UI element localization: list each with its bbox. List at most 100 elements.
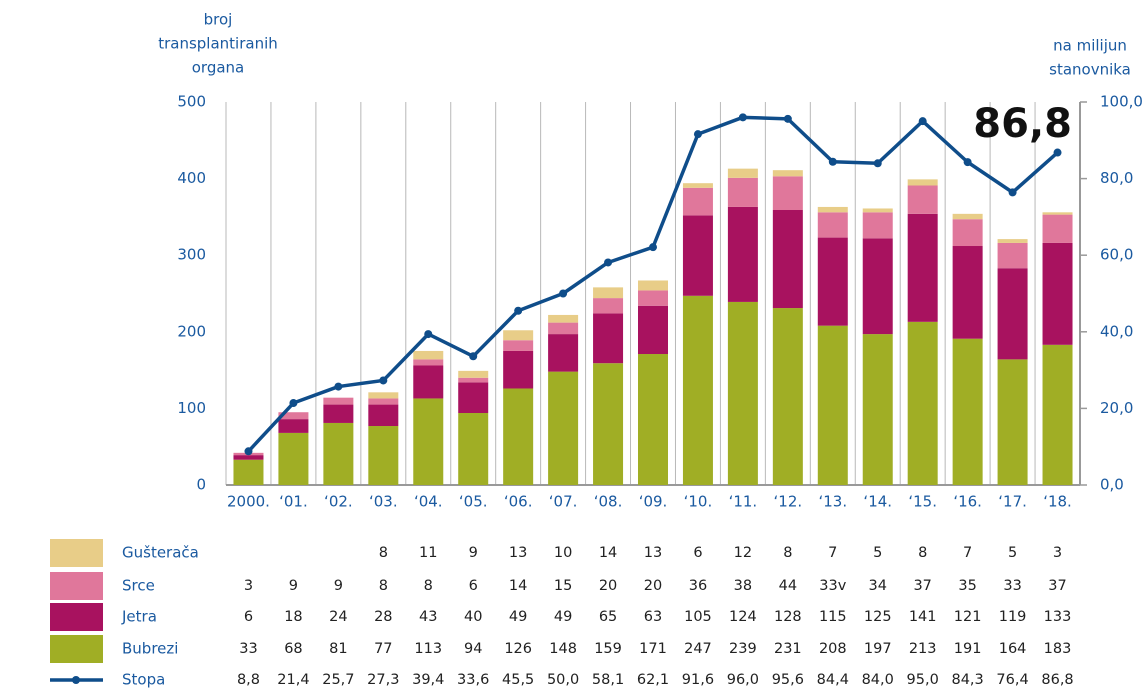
bar-segment: [1042, 242, 1073, 345]
bar-segment: [458, 377, 489, 383]
bar-segment: [727, 301, 758, 485]
table-cell: 7: [828, 545, 837, 561]
bar-segment: [952, 219, 983, 247]
table-cell: 65: [599, 609, 617, 625]
table-cell: 9: [289, 578, 298, 594]
table-cell: 6: [693, 545, 702, 561]
line-point: [693, 130, 702, 139]
legend-label: Srce: [122, 577, 155, 595]
table-cell: 164: [999, 641, 1027, 657]
line-point: [649, 243, 657, 252]
table-cell: 33v: [819, 578, 846, 594]
table-cell: 6: [469, 578, 478, 594]
legend-swatch: [50, 635, 103, 663]
bar-segment: [638, 290, 668, 306]
x-tick-label: ‘17.: [998, 493, 1027, 511]
x-tick-label: ‘13.: [818, 493, 847, 511]
x-tick-label: ‘11.: [729, 493, 758, 511]
x-tick-label: ‘12.: [774, 493, 803, 511]
y2-tick-label: 80,0: [1100, 169, 1133, 187]
bar-segment: [278, 412, 309, 420]
table-cell: 9: [469, 545, 478, 561]
bar-segment: [593, 313, 624, 364]
table-cell: 36: [689, 578, 707, 594]
table-cell: 84,4: [817, 672, 849, 688]
bar-segment: [952, 246, 983, 339]
line-point: [828, 157, 837, 166]
legend-swatch: [50, 539, 103, 567]
line-point: [738, 113, 747, 122]
table-cell: 7: [963, 545, 972, 561]
table-cell: 124: [729, 609, 757, 625]
table-cell: 197: [864, 641, 892, 657]
bar-segment: [548, 371, 579, 485]
bar-segment: [503, 388, 534, 485]
bar-segment: [907, 179, 938, 186]
bar-segment: [413, 350, 444, 360]
table-cell: 39,4: [412, 672, 444, 688]
bar-segment: [862, 208, 893, 213]
x-tick-label: ‘15.: [908, 493, 937, 511]
table-cell: 45,5: [502, 672, 534, 688]
line-point: [289, 399, 298, 408]
table-cell: 95,6: [772, 672, 804, 688]
table-cell: 8: [379, 545, 388, 561]
bar-segment: [278, 419, 309, 433]
bar-segment: [1042, 344, 1073, 485]
table-cell: 25,7: [322, 672, 354, 688]
bar-segment: [862, 238, 893, 335]
table-cell: 33: [239, 641, 257, 657]
x-tick-label: ‘16.: [953, 493, 982, 511]
bar-segment: [817, 237, 848, 326]
bar-segment: [727, 206, 758, 302]
bar-segment: [1042, 214, 1073, 243]
table-cell: 40: [464, 609, 482, 625]
bar-segment: [458, 370, 489, 378]
legend-label: Gušterača: [122, 544, 199, 562]
table-cell: 213: [909, 641, 937, 657]
bar-segment: [952, 338, 983, 485]
y-axis-label: organa: [192, 59, 245, 77]
table-cell: 37: [1048, 578, 1066, 594]
bar-segment: [233, 455, 264, 460]
table-cell: 49: [554, 609, 572, 625]
table-cell: 50,0: [547, 672, 579, 688]
bar-segment: [1042, 212, 1073, 215]
table-cell: 58,1: [592, 672, 624, 688]
bar-segment: [368, 398, 399, 405]
table-cell: 8,8: [237, 672, 260, 688]
line-point: [424, 330, 433, 339]
legend-label: Stopa: [122, 671, 165, 688]
line-point: [1053, 148, 1062, 157]
table-cell: 10: [554, 545, 572, 561]
bar-segment: [817, 206, 848, 213]
table-cell: 125: [864, 609, 892, 625]
bar-segment: [682, 295, 713, 485]
bar-segment: [997, 359, 1028, 485]
x-tick-label: ‘09.: [639, 493, 668, 511]
legend-label: Bubrezi: [122, 640, 178, 658]
bar-segment: [323, 404, 354, 423]
table-cell: 68: [284, 641, 302, 657]
bar-segment: [772, 308, 803, 485]
y-tick-label: 300: [177, 246, 206, 264]
x-tick-label: 2000.: [227, 493, 270, 511]
line-point: [469, 352, 478, 361]
x-tick-label: ‘03.: [369, 493, 398, 511]
table-cell: 141: [909, 609, 937, 625]
bar-segment: [682, 187, 713, 216]
y2-axis-label: na milijun: [1053, 37, 1127, 55]
bar-segment: [997, 242, 1028, 269]
bar-segment: [413, 365, 444, 399]
table-cell: 38: [734, 578, 752, 594]
line-point: [334, 382, 343, 391]
table-cell: 171: [639, 641, 667, 657]
table-cell: 28: [374, 609, 392, 625]
x-tick-label: ‘05.: [459, 493, 488, 511]
table-cell: 128: [774, 609, 802, 625]
x-tick-label: ‘10.: [684, 493, 713, 511]
line-point: [1008, 188, 1017, 197]
bar-segment: [817, 212, 848, 238]
table-cell: 35: [958, 578, 976, 594]
